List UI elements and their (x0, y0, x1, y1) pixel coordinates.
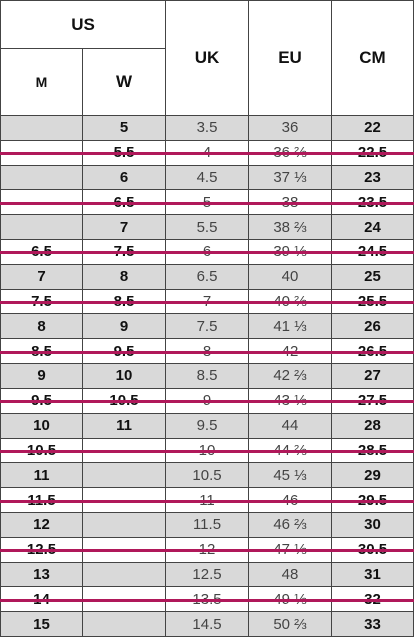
cell-cm: 27 (332, 364, 414, 389)
cell-eu: 44 (249, 413, 332, 439)
cell-m (0, 116, 83, 141)
cell-eu: 36 (249, 116, 332, 141)
cell-m (0, 165, 83, 191)
cell-uk: 4.5 (166, 165, 249, 191)
cell-w: 10 (83, 364, 166, 389)
cell-uk: 11.5 (166, 512, 249, 538)
cell-eu: 41 ⅓ (249, 314, 332, 340)
cell-m: 7 (0, 264, 83, 290)
strike-line (0, 350, 414, 354)
cell-m (0, 215, 83, 241)
cell-uk: 7.5 (166, 314, 249, 340)
cell-eu: 48 (249, 562, 332, 588)
cell-cm: 25 (332, 264, 414, 290)
cell-cm: 31 (332, 562, 414, 588)
cell-eu: 50 ⅔ (249, 612, 332, 637)
cell-cm: 22 (332, 116, 414, 141)
strike-line (0, 251, 414, 255)
header-us: US (0, 0, 166, 49)
cell-uk: 9.5 (166, 413, 249, 439)
strike-line (0, 499, 414, 503)
cell-eu: 38 ⅔ (249, 215, 332, 241)
cell-uk: 12.5 (166, 562, 249, 588)
cell-uk: 14.5 (166, 612, 249, 637)
header-w: W (83, 49, 166, 116)
strike-line (0, 201, 414, 205)
strike-line (0, 301, 414, 305)
cell-cm: 30 (332, 512, 414, 538)
cell-eu: 42 ⅔ (249, 364, 332, 389)
cell-uk: 3.5 (166, 116, 249, 141)
cell-uk: 5.5 (166, 215, 249, 241)
cell-w: 9 (83, 314, 166, 340)
cell-cm: 33 (332, 612, 414, 637)
header-cm: CM (332, 0, 414, 116)
cell-m: 11 (0, 463, 83, 489)
strike-line (0, 598, 414, 602)
strike-line (0, 449, 414, 453)
cell-w: 8 (83, 264, 166, 290)
cell-m: 12 (0, 512, 83, 538)
strike-line (0, 549, 414, 553)
cell-uk: 8.5 (166, 364, 249, 389)
cell-m: 13 (0, 562, 83, 588)
cell-m: 15 (0, 612, 83, 637)
cell-uk: 6.5 (166, 264, 249, 290)
strike-line (0, 152, 414, 156)
cell-m: 10 (0, 413, 83, 439)
header-uk: UK (166, 0, 249, 116)
cell-m: 9 (0, 364, 83, 389)
cell-w (83, 512, 166, 538)
cell-cm: 28 (332, 413, 414, 439)
cell-cm: 26 (332, 314, 414, 340)
cell-m: 8 (0, 314, 83, 340)
cell-eu: 37 ⅓ (249, 165, 332, 191)
cell-w: 7 (83, 215, 166, 241)
cell-w (83, 463, 166, 489)
cell-cm: 29 (332, 463, 414, 489)
cell-eu: 40 (249, 264, 332, 290)
strike-line (0, 400, 414, 404)
cell-cm: 24 (332, 215, 414, 241)
cell-eu: 46 ⅔ (249, 512, 332, 538)
cell-w: 5 (83, 116, 166, 141)
cell-uk: 10.5 (166, 463, 249, 489)
cell-eu: 45 ⅓ (249, 463, 332, 489)
cell-w: 11 (83, 413, 166, 439)
cell-w (83, 562, 166, 588)
header-eu: EU (249, 0, 332, 116)
cell-w (83, 612, 166, 637)
cell-w: 6 (83, 165, 166, 191)
cell-cm: 23 (332, 165, 414, 191)
header-m: M (0, 49, 83, 116)
